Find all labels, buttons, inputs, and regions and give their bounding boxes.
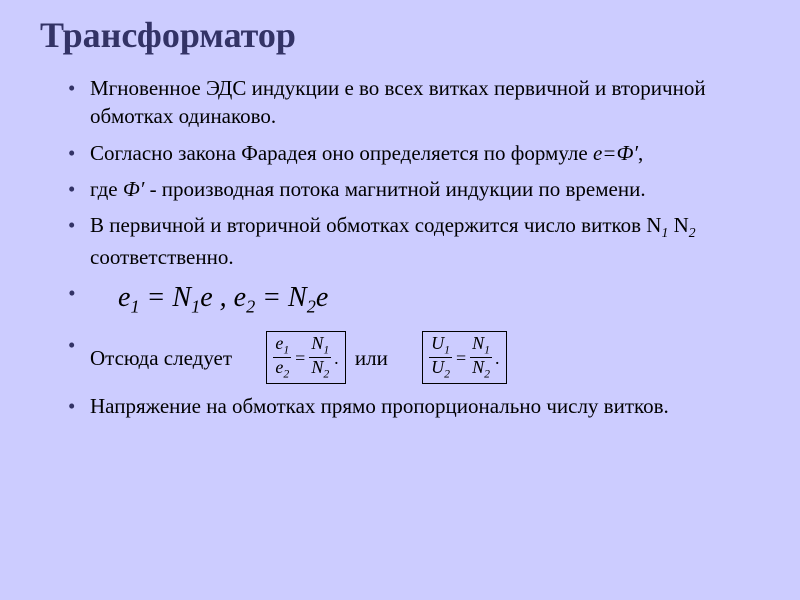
f2n1: U <box>431 333 444 353</box>
bullet-7-text: Напряжение на обмотках прямо пропорциона… <box>90 394 669 418</box>
bullet-3-text-a: где <box>90 177 123 201</box>
f2d2s: 2 <box>484 368 490 381</box>
bullet-6-row: Отсюда следует e1 e2 = N1 N2 . <box>90 331 770 384</box>
f2d1: U <box>431 357 444 377</box>
bullet-7: Напряжение на обмотках прямо пропорциона… <box>68 392 770 420</box>
f2n2: N <box>472 333 484 353</box>
bullet-3-sym: Ф′ <box>123 177 144 201</box>
f2n1s: 1 <box>444 344 450 357</box>
f-s1: 1 <box>130 297 139 317</box>
bullet-2-text-b: , <box>638 141 643 165</box>
slide-title: Трансформатор <box>40 14 770 56</box>
bullet-6-text-a: Отсюда следует <box>90 344 232 372</box>
f-s1b: 1 <box>191 297 200 317</box>
fraction-box-1: e1 e2 = N1 N2 . <box>266 331 345 384</box>
bullet-1: Мгновенное ЭДС индукции е во всех витках… <box>68 74 770 131</box>
bullet-4-mid: N <box>668 213 688 237</box>
bullet-6: Отсюда следует e1 e2 = N1 N2 . <box>68 331 770 384</box>
f2d1s: 2 <box>444 368 450 381</box>
bullet-4: В первичной и вторичной обмотках содержи… <box>68 211 770 271</box>
f-e-tail: е <box>316 282 328 313</box>
bullet-4-sub2: 2 <box>689 226 696 241</box>
bullet-3-text-b: - производная потока магнитной индукции … <box>144 177 645 201</box>
bullet-6-or: или <box>355 344 388 372</box>
bullet-2: Согласно закона Фарадея оно определяется… <box>68 139 770 167</box>
f1n2s: 1 <box>323 344 329 357</box>
f1n1s: 1 <box>283 344 289 357</box>
bullet-5-formula: е1 = N1е , е2 = N2е <box>68 279 770 319</box>
f-eq: = N <box>140 282 192 313</box>
bullet-list: Мгновенное ЭДС индукции е во всех витках… <box>40 74 770 421</box>
bullet-2-formula: е=Ф′ <box>593 141 638 165</box>
bullet-4-text-a: В первичной и вторичной обмотках содержи… <box>90 213 661 237</box>
f-e1: е <box>118 282 130 313</box>
f1d1s: 2 <box>283 368 289 381</box>
f2d2: N <box>472 357 484 377</box>
f2n2s: 1 <box>484 344 490 357</box>
f1d2s: 2 <box>323 368 329 381</box>
f-s2b: 2 <box>307 297 316 317</box>
f-eq2: = N <box>255 282 307 313</box>
bullet-3: где Ф′ - производная потока магнитной ин… <box>68 175 770 203</box>
bullet-4-text-b: соответственно. <box>90 245 234 269</box>
fraction-box-2: U1 U2 = N1 N2 . <box>422 331 506 384</box>
f1n2: N <box>311 333 323 353</box>
f1d2: N <box>311 357 323 377</box>
bullet-1-text: Мгновенное ЭДС индукции е во всех витках… <box>90 76 706 128</box>
slide: Трансформатор Мгновенное ЭДС индукции е … <box>0 0 800 600</box>
bullet-2-text-a: Согласно закона Фарадея оно определяется… <box>90 141 593 165</box>
f-e: е , е <box>200 282 246 313</box>
f-s2: 2 <box>246 297 255 317</box>
